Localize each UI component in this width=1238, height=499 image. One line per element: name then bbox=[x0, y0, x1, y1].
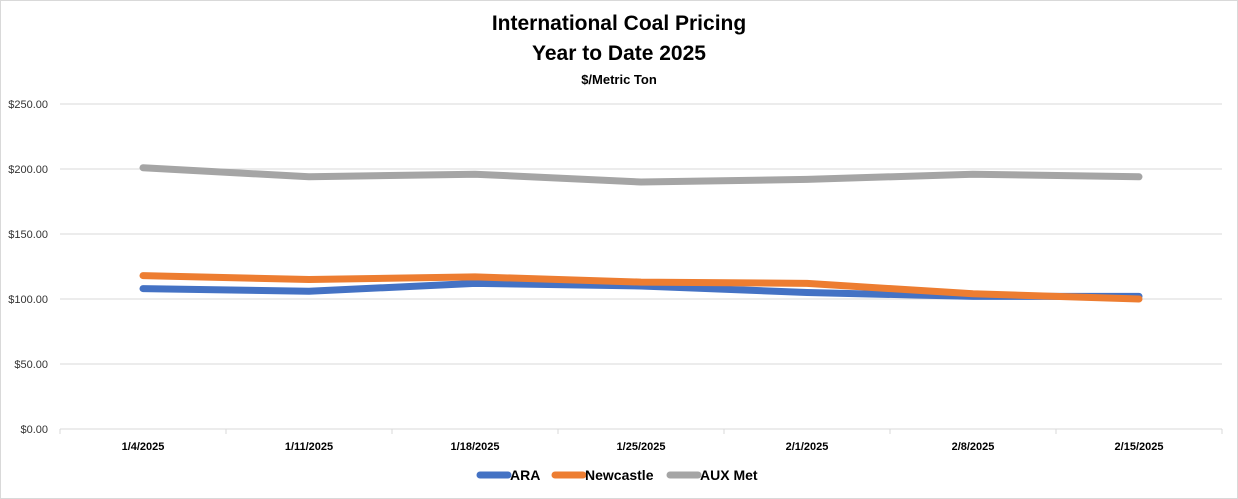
x-tick-label: 1/18/2025 bbox=[451, 441, 500, 453]
series-lines bbox=[139, 164, 1143, 303]
x-axis: 1/4/2025 1/11/2025 1/18/2025 1/25/2025 2/1/2… bbox=[59, 429, 1223, 453]
gridlines bbox=[60, 103, 1222, 430]
series-line-aux-met bbox=[139, 164, 1143, 186]
series-line-newcastle bbox=[139, 272, 1143, 303]
y-tick-label: $250.00 bbox=[8, 99, 48, 111]
legend-label: Newcastle bbox=[585, 467, 654, 483]
y-axis: $0.00 $50.00 $100.00 $150.00 $200.00 $250.00 bbox=[8, 99, 48, 436]
chart-subtitle: Year to Date 2025 bbox=[532, 42, 706, 65]
chart-title: International Coal Pricing bbox=[491, 12, 747, 35]
legend-label: AUX Met bbox=[700, 467, 758, 483]
x-tick-label: 2/15/2025 bbox=[1115, 441, 1164, 453]
y-tick-label: $150.00 bbox=[8, 229, 48, 241]
x-tick-label: 1/11/2025 bbox=[285, 441, 333, 453]
legend: ARA Newcastle AUX Met bbox=[476, 467, 758, 483]
y-tick-label: $100.00 bbox=[8, 294, 48, 306]
legend-item: AUX Met bbox=[666, 467, 758, 483]
x-tick-label: 1/4/2025 bbox=[122, 441, 165, 453]
x-tick-label: 1/25/2025 bbox=[617, 441, 666, 453]
legend-item: Newcastle bbox=[551, 467, 654, 483]
x-tick-label: 2/1/2025 bbox=[786, 441, 829, 453]
legend-item: ARA bbox=[476, 467, 540, 483]
legend-label: ARA bbox=[510, 467, 540, 483]
unit-label: $/Metric Ton bbox=[581, 72, 657, 87]
x-tick-label: 2/8/2025 bbox=[952, 441, 995, 453]
y-tick-label: $0.00 bbox=[20, 424, 48, 436]
y-tick-label: $200.00 bbox=[8, 164, 48, 176]
y-tick-label: $50.00 bbox=[14, 359, 48, 371]
